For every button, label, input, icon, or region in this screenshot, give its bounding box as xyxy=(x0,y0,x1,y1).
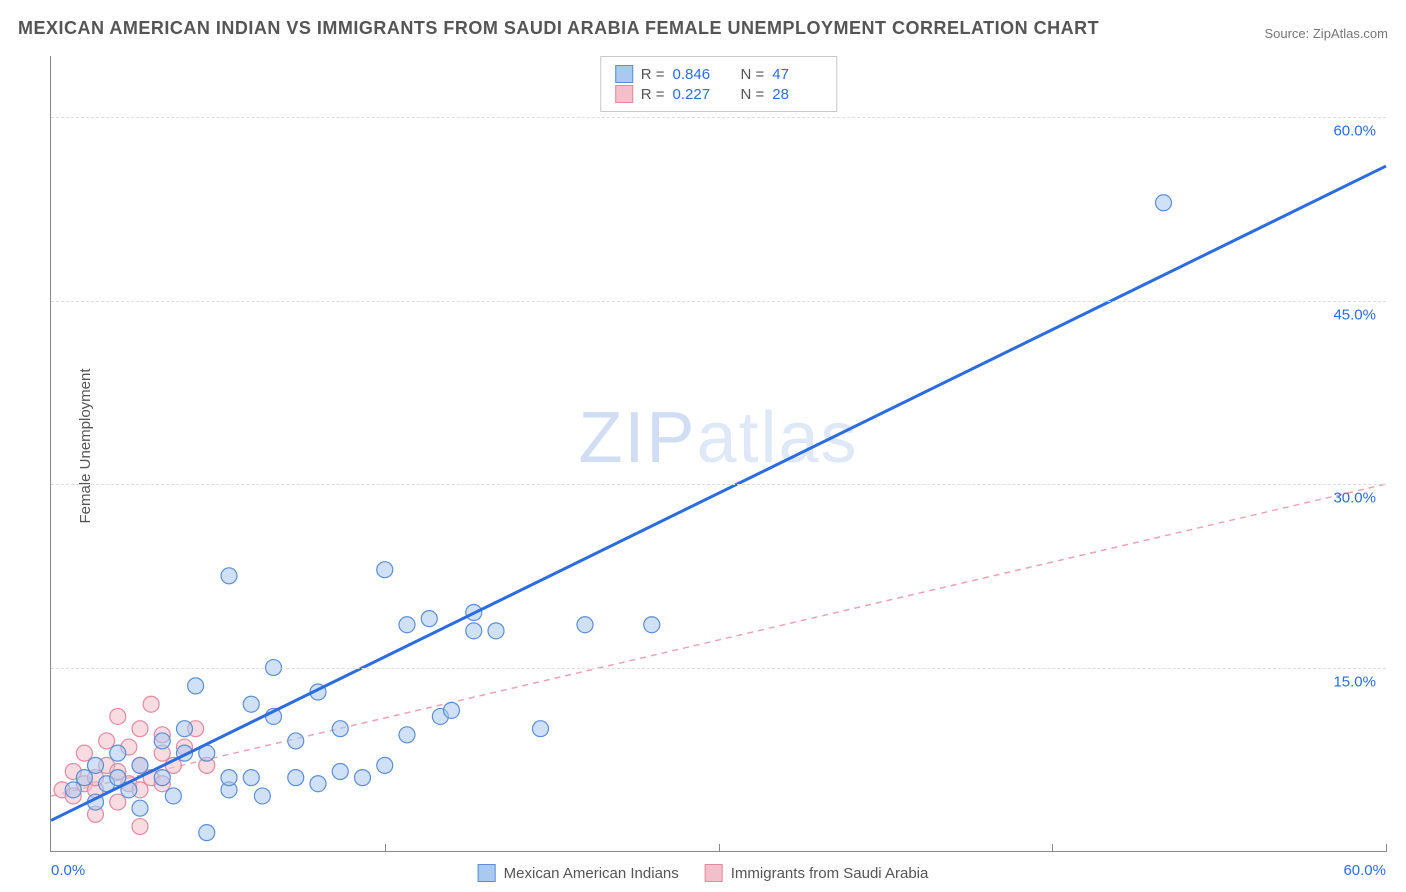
source-attribution: Source: ZipAtlas.com xyxy=(1264,26,1388,41)
scatter-point xyxy=(132,800,148,816)
r-value: 0.227 xyxy=(673,86,723,103)
n-value: 28 xyxy=(772,86,822,103)
scatter-point xyxy=(533,721,549,737)
scatter-point xyxy=(399,727,415,743)
scatter-point xyxy=(288,770,304,786)
plot-area: ZIPatlas R = 0.846N = 47R = 0.227N = 28 … xyxy=(50,56,1386,852)
y-tick-label: 15.0% xyxy=(1333,673,1376,690)
scatter-point xyxy=(1156,195,1172,211)
scatter-point xyxy=(99,733,115,749)
r-label: R = xyxy=(641,66,665,83)
n-value: 47 xyxy=(772,66,822,83)
stats-row: R = 0.227 N = 28 xyxy=(615,85,823,103)
x-tick xyxy=(385,844,386,852)
scatter-point xyxy=(110,794,126,810)
r-value: 0.846 xyxy=(673,66,723,83)
scatter-point xyxy=(243,770,259,786)
gridline-h xyxy=(51,301,1386,302)
scatter-point xyxy=(88,757,104,773)
stats-row: R = 0.846 N = 47 xyxy=(615,65,823,83)
scatter-point xyxy=(243,696,259,712)
scatter-point xyxy=(377,757,393,773)
scatter-point xyxy=(188,678,204,694)
scatter-point xyxy=(288,733,304,749)
n-label: N = xyxy=(741,86,765,103)
y-tick-label: 45.0% xyxy=(1333,306,1376,323)
legend-swatch xyxy=(615,65,633,83)
scatter-point xyxy=(76,745,92,761)
scatter-point xyxy=(377,562,393,578)
source-label: Source: xyxy=(1264,26,1312,41)
x-tick xyxy=(1386,844,1387,852)
scatter-point xyxy=(254,788,270,804)
stats-legend: R = 0.846 N = 47 R = 0.227 N = 28 xyxy=(600,56,838,112)
scatter-point xyxy=(177,721,193,737)
legend-label: Mexican American Indians xyxy=(504,865,679,882)
scatter-point xyxy=(199,825,215,841)
scatter-point xyxy=(132,819,148,835)
scatter-point xyxy=(332,721,348,737)
scatter-point xyxy=(132,721,148,737)
scatter-point xyxy=(332,764,348,780)
gridline-h xyxy=(51,117,1386,118)
scatter-point xyxy=(644,617,660,633)
scatter-point xyxy=(488,623,504,639)
bottom-legend: Mexican American Indians Immigrants from … xyxy=(478,864,929,882)
scatter-point xyxy=(110,745,126,761)
chart-title: MEXICAN AMERICAN INDIAN VS IMMIGRANTS FR… xyxy=(18,18,1099,39)
y-tick-label: 60.0% xyxy=(1333,123,1376,140)
x-tick xyxy=(1052,844,1053,852)
scatter-point xyxy=(154,733,170,749)
scatter-point xyxy=(65,782,81,798)
scatter-point xyxy=(165,788,181,804)
n-label: N = xyxy=(741,66,765,83)
scatter-point xyxy=(110,770,126,786)
scatter-point xyxy=(76,770,92,786)
x-tick xyxy=(719,844,720,852)
r-label: R = xyxy=(641,86,665,103)
scatter-point xyxy=(154,770,170,786)
source-link[interactable]: ZipAtlas.com xyxy=(1313,26,1388,41)
scatter-point xyxy=(399,617,415,633)
scatter-point xyxy=(310,776,326,792)
scatter-point xyxy=(444,702,460,718)
gridline-h xyxy=(51,484,1386,485)
legend-item: Immigrants from Saudi Arabia xyxy=(705,864,929,882)
legend-swatch xyxy=(478,864,496,882)
scatter-point xyxy=(355,770,371,786)
scatter-point xyxy=(143,696,159,712)
x-axis-max-label: 60.0% xyxy=(1343,862,1386,879)
y-tick-label: 30.0% xyxy=(1333,490,1376,507)
trend-line xyxy=(51,166,1386,820)
scatter-point xyxy=(577,617,593,633)
scatter-point xyxy=(110,708,126,724)
scatter-point xyxy=(132,757,148,773)
trend-line xyxy=(51,484,1386,796)
scatter-point xyxy=(221,568,237,584)
legend-swatch xyxy=(615,85,633,103)
scatter-point xyxy=(421,611,437,627)
scatter-point xyxy=(466,623,482,639)
chart-svg xyxy=(51,56,1386,851)
legend-label: Immigrants from Saudi Arabia xyxy=(731,865,929,882)
scatter-point xyxy=(221,770,237,786)
x-axis-min-label: 0.0% xyxy=(51,862,85,879)
legend-item: Mexican American Indians xyxy=(478,864,679,882)
legend-swatch xyxy=(705,864,723,882)
gridline-h xyxy=(51,668,1386,669)
